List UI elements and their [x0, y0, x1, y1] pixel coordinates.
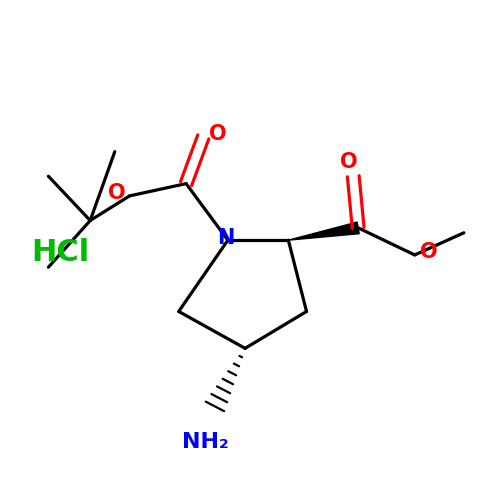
Text: O: O [420, 242, 438, 262]
Text: O: O [209, 124, 227, 144]
Text: O: O [340, 152, 357, 172]
Polygon shape [288, 222, 359, 240]
Text: O: O [108, 184, 126, 204]
Text: NH₂: NH₂ [182, 432, 229, 452]
Text: N: N [216, 228, 234, 248]
Text: HCl: HCl [32, 238, 90, 267]
